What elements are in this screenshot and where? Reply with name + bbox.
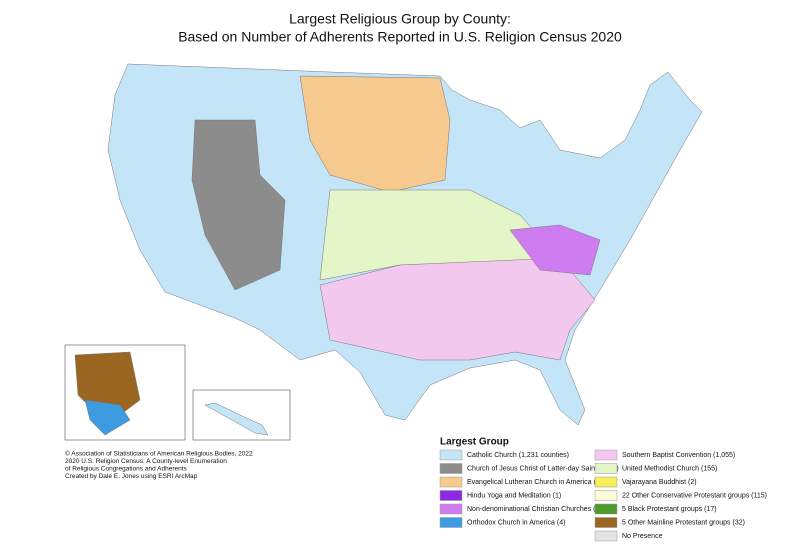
legend: Catholic Church (1,231 counties) Church o… xyxy=(439,449,767,542)
legend-label: Non-denominational Christian Churches (2… xyxy=(467,506,609,513)
legend-label: Southern Baptist Convention (1,055) xyxy=(622,452,735,459)
legend-label: Hindu Yoga and Meditation (1) xyxy=(467,492,561,499)
credit-line: Created by Dale E. Jones using ESRI ArcM… xyxy=(65,473,198,480)
nondenominational-spots xyxy=(509,224,601,276)
lds-region xyxy=(191,119,286,291)
legend-swatch xyxy=(439,476,463,488)
hawaii xyxy=(204,402,269,436)
legend-label: Evangelical Lutheran Church in America (… xyxy=(467,479,610,486)
credit-line: © Association of Statisticians of Americ… xyxy=(65,450,253,458)
lutheran-region xyxy=(299,75,451,193)
legend-label: United Methodist Church (155) xyxy=(622,465,717,472)
legend-swatch xyxy=(594,490,618,501)
legend-swatch xyxy=(594,463,618,474)
legend-title: Largest Group xyxy=(440,437,509,448)
legend-swatch xyxy=(439,503,463,515)
legend-label: No Presence xyxy=(622,533,663,540)
legend-label: 5 Other Mainline Protestant groups (32) xyxy=(622,519,745,526)
legend-label: Church of Jesus Christ of Latter-day Sai… xyxy=(467,465,619,472)
credits: © Association of Statisticians of Americ… xyxy=(65,450,253,481)
legend-label: 5 Black Protestant groups (17) xyxy=(622,506,717,513)
credit-line: 2020 U.S. Religion Census: A County-leve… xyxy=(65,458,227,465)
baptist-region xyxy=(319,257,596,361)
legend-swatch xyxy=(594,476,618,488)
legend-swatch xyxy=(594,449,618,461)
alaska-orthodox xyxy=(84,399,131,436)
legend-swatch xyxy=(594,530,618,542)
legend-box xyxy=(435,435,725,545)
legend-label: 22 Other Conservative Protestant groups … xyxy=(622,492,767,499)
legend-label: Orthodox Church in America (4) xyxy=(467,519,565,526)
legend-swatch xyxy=(439,490,463,501)
credit-line: of Religious Congregations and Adherents xyxy=(65,466,188,473)
legend-swatch xyxy=(439,449,463,461)
map-title: Largest Religious Group by County: xyxy=(289,11,511,27)
legend-swatch xyxy=(439,463,463,474)
legend-swatch xyxy=(594,503,618,515)
legend-label: Vajarayana Buddhist (2) xyxy=(622,479,697,486)
legend-label: Catholic Church (1,231 counties) xyxy=(467,452,569,459)
legend-swatch xyxy=(594,517,618,528)
us-map xyxy=(64,63,703,441)
hawaii-inset xyxy=(192,389,291,441)
map-subtitle: Based on Number of Adherents Reported in… xyxy=(178,29,622,45)
legend-swatch xyxy=(439,517,463,528)
